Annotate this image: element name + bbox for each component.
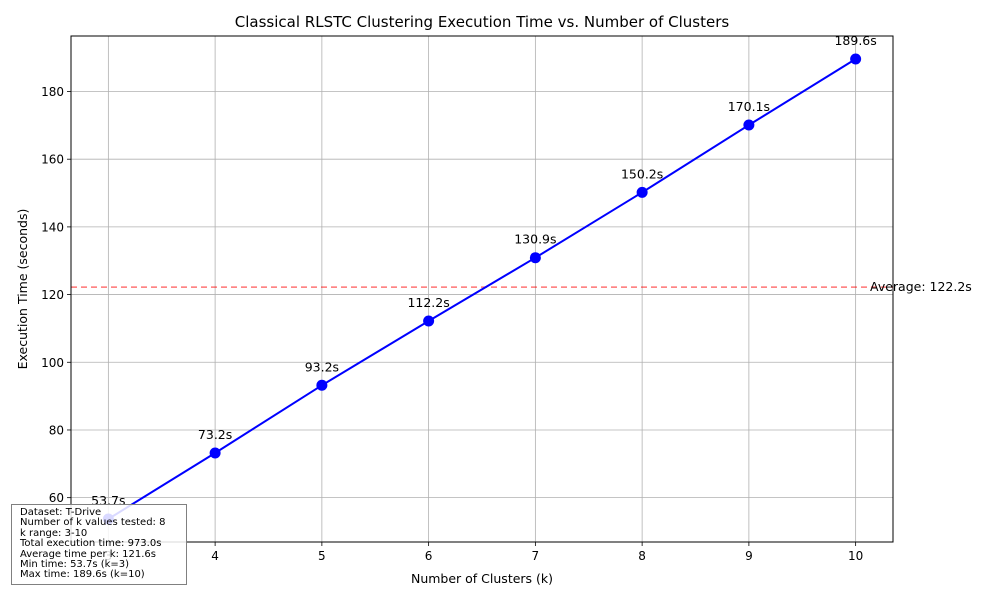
y-tick-label: 120 bbox=[41, 288, 64, 302]
data-label: 93.2s bbox=[305, 359, 339, 374]
grid bbox=[71, 36, 893, 542]
ticks: 3456789106080100120140160180 bbox=[41, 85, 863, 563]
y-tick-label: 140 bbox=[41, 220, 64, 234]
y-axis-label: Execution Time (seconds) bbox=[15, 209, 30, 370]
info-line: Dataset: T-Drive bbox=[20, 507, 102, 518]
data-point bbox=[529, 252, 541, 264]
y-tick-label: 180 bbox=[41, 85, 64, 99]
x-tick-label: 10 bbox=[848, 549, 863, 563]
info-line: Min time: 53.7s (k=3) bbox=[20, 559, 130, 571]
data-label: 150.2s bbox=[621, 166, 663, 181]
plot-frame bbox=[70, 35, 894, 543]
y-tick-label: 100 bbox=[41, 356, 64, 370]
data-labels: 53.7s73.2s93.2s112.2s130.9s150.2s170.1s1… bbox=[91, 33, 877, 508]
y-tick-label: 60 bbox=[49, 491, 64, 505]
data-point bbox=[850, 53, 862, 65]
data-point bbox=[209, 447, 221, 459]
summary-info-box: Dataset: T-Drive Number of k values test… bbox=[11, 504, 187, 585]
data-label: 170.1s bbox=[728, 99, 770, 114]
info-line: Average time per k: 121.6s bbox=[20, 548, 156, 560]
y-tick-label: 160 bbox=[41, 153, 64, 167]
series-line bbox=[107, 58, 857, 520]
info-line: Number of k values tested: 8 bbox=[20, 517, 166, 529]
data-label: 130.9s bbox=[514, 232, 556, 247]
data-point bbox=[423, 315, 435, 327]
x-tick-label: 5 bbox=[318, 549, 326, 563]
average-label: Average: 122.2s bbox=[870, 279, 972, 294]
x-tick-label: 9 bbox=[745, 549, 753, 563]
x-tick-label: 4 bbox=[211, 549, 219, 563]
x-tick-label: 7 bbox=[532, 549, 540, 563]
info-line: Total execution time: 973.0s bbox=[20, 538, 162, 550]
data-point bbox=[743, 119, 755, 131]
data-point bbox=[316, 379, 328, 391]
info-line: Max time: 189.6s (k=10) bbox=[20, 569, 145, 581]
x-axis-label: Number of Clusters (k) bbox=[411, 571, 553, 586]
series-group bbox=[102, 53, 862, 525]
reference-line-group: Average: 122.2s bbox=[71, 279, 972, 294]
y-tick-label: 80 bbox=[49, 423, 64, 437]
x-tick-label: 8 bbox=[638, 549, 646, 563]
x-tick-label: 6 bbox=[425, 549, 433, 563]
chart-title: Classical RLSTC Clustering Execution Tim… bbox=[235, 13, 730, 31]
data-label: 189.6s bbox=[834, 33, 876, 48]
data-point bbox=[636, 186, 648, 198]
data-label: 73.2s bbox=[198, 427, 232, 442]
info-line: k range: 3-10 bbox=[20, 527, 88, 539]
data-label: 112.2s bbox=[407, 295, 449, 310]
